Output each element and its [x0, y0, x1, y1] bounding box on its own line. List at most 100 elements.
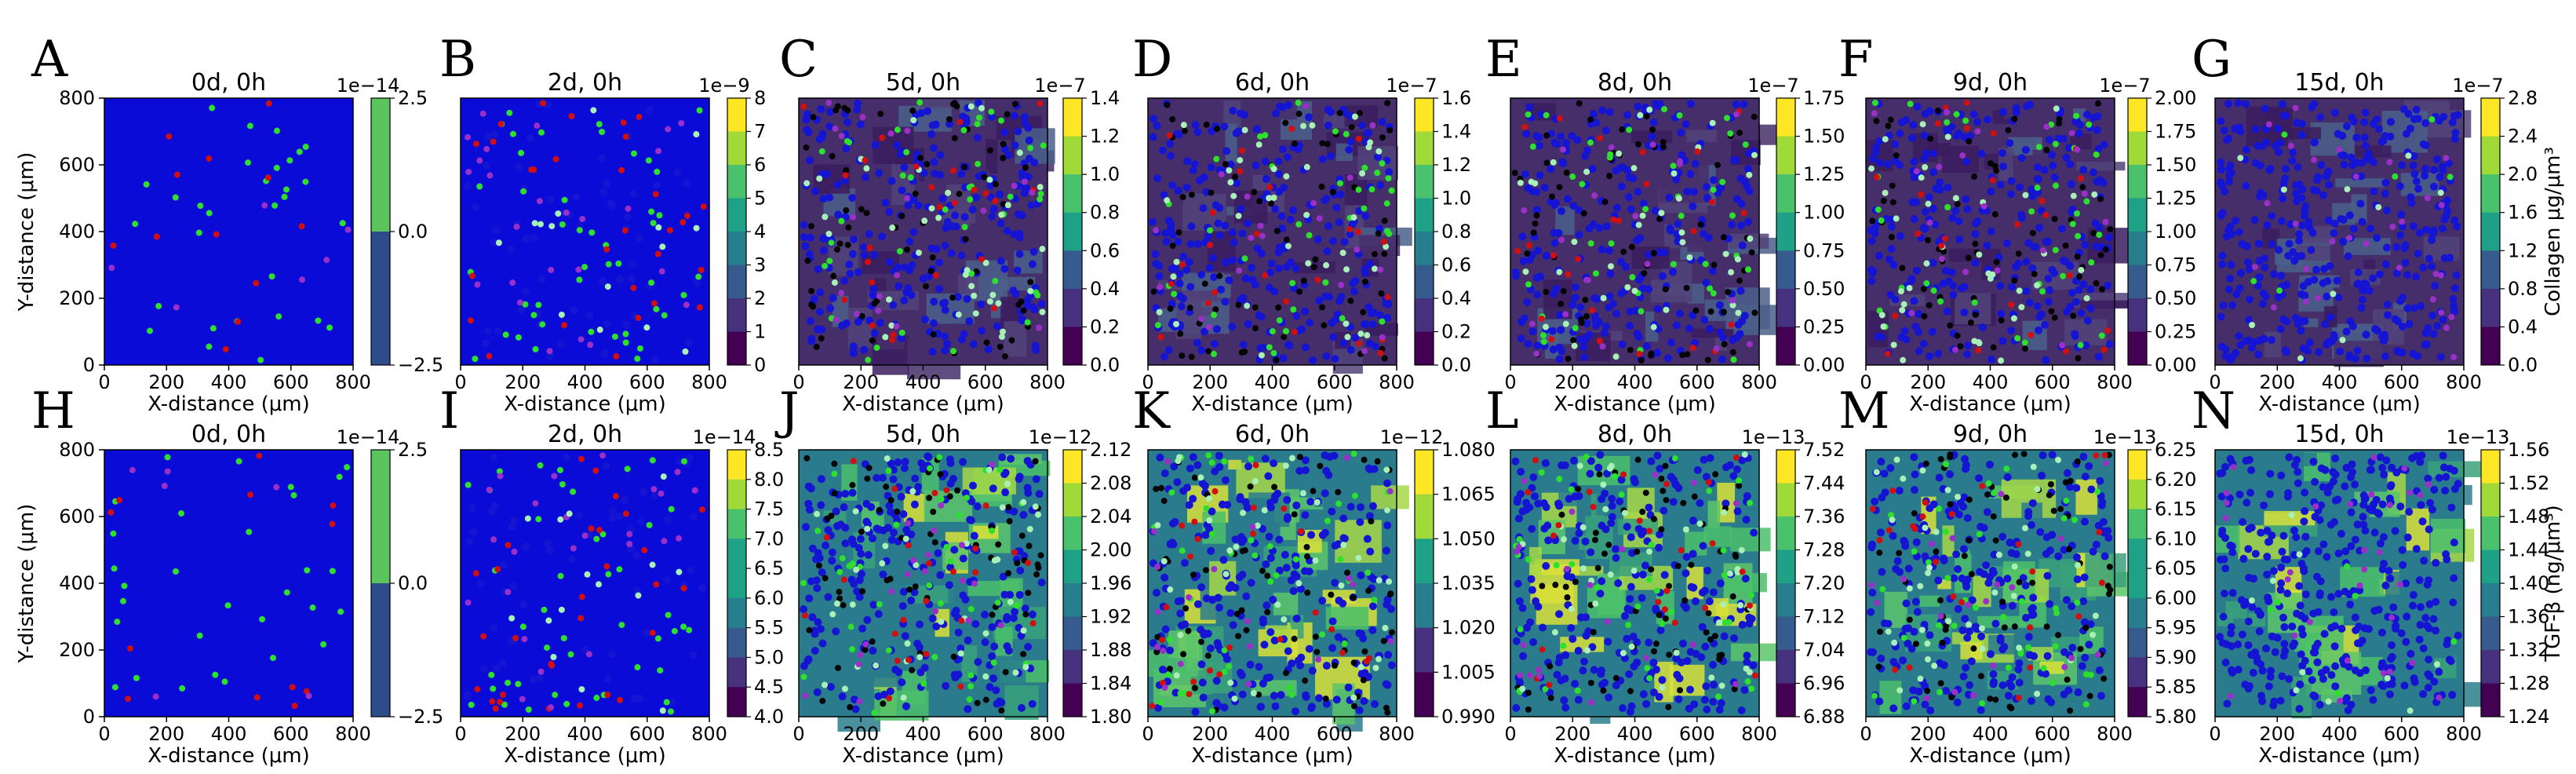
agent-marker — [2315, 294, 2322, 301]
cell-marker — [1605, 108, 1614, 117]
agent-marker — [1315, 656, 1322, 663]
agent-marker — [904, 640, 911, 647]
agent-marker — [904, 246, 911, 254]
cell-marker — [1875, 137, 1884, 145]
cell-marker — [1685, 324, 1693, 333]
cell-marker — [865, 316, 874, 325]
agent-marker — [1638, 357, 1645, 364]
agent-marker — [1525, 488, 1532, 495]
cell-marker — [2295, 236, 2304, 245]
agent-marker — [2059, 341, 2066, 349]
cell-marker — [1378, 118, 1386, 126]
cell-marker — [1962, 158, 1971, 166]
cell-marker — [1960, 493, 1969, 502]
cell-marker — [1629, 632, 1638, 641]
cell-marker — [1337, 293, 1346, 301]
agent-marker — [1741, 451, 1748, 458]
agent-marker — [1007, 193, 1014, 200]
cell-marker — [1271, 702, 1280, 710]
agent-marker — [283, 186, 290, 193]
agent-marker — [2432, 271, 2439, 278]
agent-marker — [1565, 271, 1572, 278]
agent-marker — [1316, 215, 1323, 222]
agent-marker — [1029, 620, 1037, 627]
cell-marker — [2235, 332, 2243, 341]
cell-marker — [1561, 674, 1569, 683]
cell-marker — [2401, 258, 2410, 267]
colorbar-exponent: 1e−7 — [2099, 75, 2150, 97]
agent-marker — [1361, 648, 1368, 655]
agent-marker — [557, 516, 564, 523]
agent-marker — [110, 530, 117, 537]
agent-marker — [1913, 168, 1920, 175]
cell-marker — [1260, 641, 1269, 649]
colorbar-segment — [1776, 288, 1795, 327]
agent-marker — [1032, 458, 1039, 465]
colorbar-tick-label: 1.75 — [2155, 121, 2196, 143]
cell-marker — [814, 618, 822, 626]
agent-marker — [1025, 560, 1032, 567]
cell-marker — [957, 335, 966, 344]
cell-marker — [1706, 454, 1714, 462]
agent-marker — [1728, 321, 1735, 328]
agent-marker — [1663, 306, 1670, 313]
cell-marker — [942, 681, 950, 690]
agent-marker — [1660, 487, 1667, 495]
agent-marker — [1207, 227, 1214, 234]
colorbar-segment — [1063, 517, 1082, 550]
agent-marker — [1354, 246, 1361, 253]
cell-marker — [1521, 498, 1530, 507]
cell-marker — [986, 683, 994, 692]
cell-marker — [689, 651, 698, 659]
agent-marker — [1746, 669, 1753, 676]
cell-marker — [1590, 110, 1598, 119]
agent-marker — [548, 266, 555, 273]
agent-marker — [1748, 249, 1755, 256]
cell-marker — [1656, 530, 1664, 539]
cell-marker — [800, 232, 808, 241]
cell-marker — [1236, 495, 1244, 503]
cell-marker — [1186, 283, 1195, 291]
cell-marker — [1534, 499, 1543, 508]
cell-marker — [936, 170, 945, 179]
agent-marker — [1361, 456, 1368, 463]
agent-marker — [838, 217, 845, 225]
cell-marker — [585, 311, 594, 319]
cell-marker — [1211, 201, 1220, 210]
agent-marker — [630, 284, 637, 291]
cell-marker — [1550, 201, 1559, 210]
agent-marker — [849, 646, 856, 653]
cell-marker — [1215, 451, 1223, 460]
colorbar-exponent: 1e−7 — [1386, 75, 1437, 97]
agent-marker — [1332, 128, 1339, 135]
agent-marker — [605, 261, 612, 268]
agent-marker — [1026, 525, 1033, 532]
agent-marker — [1361, 205, 1368, 212]
cell-marker — [2226, 356, 2235, 364]
agent-marker — [1915, 230, 1922, 237]
cell-marker — [1328, 319, 1336, 327]
cell-marker — [2314, 173, 2323, 181]
agent-marker — [1630, 568, 1638, 575]
colorbar-tick-label: 1.035 — [1441, 572, 1496, 594]
agent-marker — [845, 224, 852, 231]
cell-marker — [826, 683, 835, 692]
agent-marker — [516, 299, 523, 306]
cell-marker — [2405, 319, 2414, 328]
cell-marker — [1237, 205, 1245, 214]
x-tick-label: 600 — [1679, 371, 1715, 393]
colorbar-segment — [1415, 583, 1434, 629]
agent-marker — [1365, 587, 1372, 594]
agent-marker — [1238, 147, 1245, 154]
agent-marker — [2068, 130, 2075, 137]
agent-marker — [997, 343, 1004, 350]
agent-marker — [1303, 163, 1310, 170]
colorbar-label: TGF-β (ng/μm³) — [2541, 505, 2565, 663]
agent-marker — [831, 490, 838, 497]
colorbar-tick-label: 1.50 — [2155, 154, 2196, 176]
cell-marker — [1383, 681, 1392, 689]
cell-marker — [2236, 341, 2245, 349]
colorbar-tick-label: 0.4 — [2508, 316, 2538, 338]
cell-marker — [915, 643, 924, 652]
